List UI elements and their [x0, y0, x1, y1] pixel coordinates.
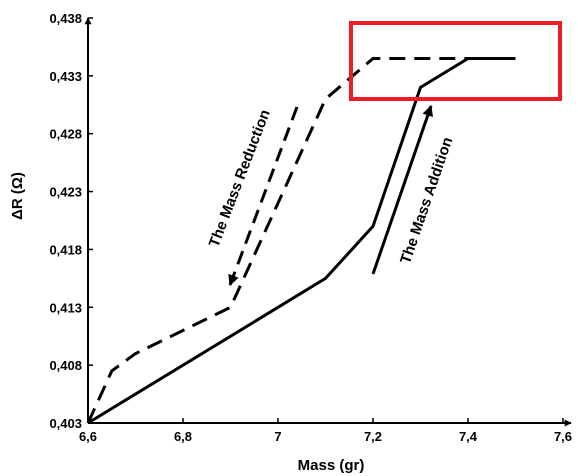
x-tick-label: 7: [274, 429, 281, 444]
y-tick-label: 0,438: [49, 11, 82, 26]
annotation-mass-addition: The Mass Addition: [397, 135, 456, 266]
annotation-mass-reduction: The Mass Reduction: [206, 107, 274, 249]
x-tick-label: 7,6: [554, 429, 572, 444]
y-ticks: 0,403 0,408 0,413 0,418 0,423 0,428 0,433 0,438: [49, 11, 93, 431]
highlight-box: [349, 21, 562, 101]
y-axis-title: ΔR (Ω): [9, 172, 26, 220]
mass-addition-arrow: [371, 104, 433, 275]
x-tick-label: 6,8: [174, 429, 192, 444]
y-tick-label: 0,428: [49, 127, 82, 142]
y-tick-label: 0,433: [49, 69, 82, 84]
y-tick-label: 0,413: [49, 300, 82, 315]
y-tick-label: 0,403: [49, 416, 82, 431]
y-tick-label: 0,418: [49, 242, 82, 257]
mass-reduction-arrow: [228, 106, 299, 287]
y-tick-label: 0,423: [49, 185, 82, 200]
x-tick-label: 7,2: [364, 429, 382, 444]
series-line-dashed: [86, 57, 516, 424]
series-line-solid: [87, 57, 516, 425]
series-layer: [86, 57, 516, 425]
x-tick-label: 7,4: [459, 429, 478, 444]
x-ticks: 6,6 6,8 7 7,2 7,4 7,6: [79, 418, 572, 444]
x-tick-label: 6,6: [79, 429, 97, 444]
x-axis-title: Mass (gr): [298, 457, 365, 474]
y-tick-label: 0,408: [49, 358, 82, 373]
